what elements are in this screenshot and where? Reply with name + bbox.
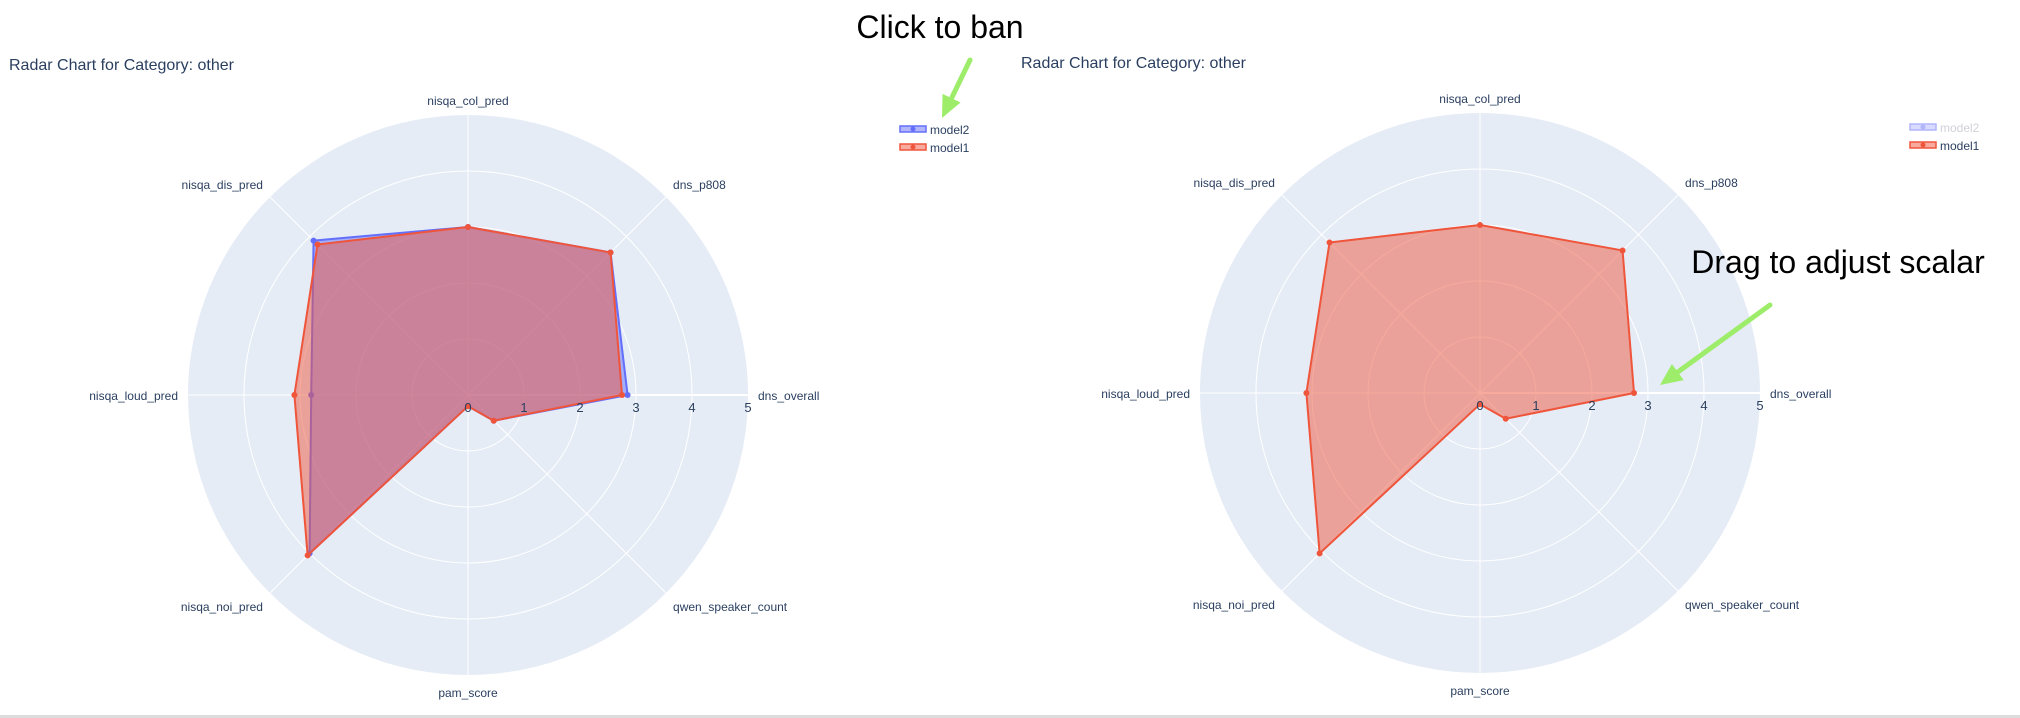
series-model1-point-qwen_speaker_count[interactable] (1502, 415, 1509, 422)
series-model1-point-dns_overall[interactable] (619, 392, 625, 398)
series-model1-point-nisqa_dis_pred[interactable] (1326, 239, 1333, 246)
radial-tick-label: 5 (744, 400, 751, 415)
legend-marker[interactable] (910, 144, 916, 150)
category-label-pam_score: pam_score (438, 686, 498, 700)
radial-tick-label: 4 (688, 400, 695, 415)
series-model2-point-dns_overall[interactable] (624, 392, 631, 398)
legend-marker[interactable] (910, 126, 916, 132)
category-label-nisqa_noi_pred: nisqa_noi_pred (181, 600, 263, 614)
legend-item-model2[interactable]: model2 (1909, 121, 1980, 135)
radial-tick-label: 1 (1532, 398, 1539, 413)
series-model1-point-qwen_speaker_count[interactable] (490, 417, 497, 424)
category-label-pam_score: pam_score (1450, 684, 1510, 698)
category-label-qwen_speaker_count: qwen_speaker_count (673, 600, 788, 614)
series-model2-point-nisqa_dis_pred[interactable] (310, 237, 317, 244)
radial-tick-label: 2 (1588, 398, 1595, 413)
bottom-divider (0, 715, 2020, 718)
arrow-head (942, 93, 961, 118)
arrow-shaft (1675, 302, 1773, 375)
series-model1-point-dns_p808[interactable] (1619, 247, 1626, 254)
series-model1-point-nisqa_loud_pred[interactable] (1303, 390, 1310, 396)
annotation-drag-to-adjust: Drag to adjust scalar (1691, 244, 1985, 280)
category-label-dns_overall: dns_overall (1770, 387, 1831, 401)
arrow-head (1660, 363, 1684, 385)
category-label-dns_p808: dns_p808 (1685, 176, 1738, 190)
chart-title: Radar Chart for Category: other (9, 57, 235, 74)
annotation-click-to-ban: Click to ban (856, 9, 1023, 45)
category-label-nisqa_col_pred: nisqa_col_pred (427, 94, 508, 108)
radial-tick-label: 0 (464, 400, 471, 415)
angular-gridline (467, 394, 667, 594)
series-model1-point-nisqa_noi_pred[interactable] (1316, 550, 1323, 557)
category-label-dns_p808: dns_p808 (673, 178, 726, 192)
category-label-dns_overall: dns_overall (758, 389, 819, 403)
legend-marker[interactable] (1920, 124, 1926, 130)
legend-marker[interactable] (1920, 142, 1926, 148)
radial-tick-label: 4 (1700, 398, 1707, 413)
series-model1-point-pam_score[interactable] (1477, 401, 1483, 408)
series-model1-point-nisqa_dis_pred[interactable] (314, 241, 321, 248)
radial-tick-label: 0 (1476, 398, 1483, 413)
series-model1-point-nisqa_col_pred[interactable] (465, 224, 471, 230)
radial-tick-label: 1 (520, 400, 527, 415)
category-label-qwen_speaker_count: qwen_speaker_count (1685, 598, 1800, 612)
arrow-shaft (949, 57, 973, 101)
legend-item-model1[interactable]: model1 (899, 141, 970, 155)
category-label-nisqa_loud_pred: nisqa_loud_pred (89, 389, 178, 403)
radial-tick-label: 5 (1756, 398, 1763, 413)
category-label-nisqa_loud_pred: nisqa_loud_pred (1101, 387, 1190, 401)
series-model1-point-nisqa_loud_pred[interactable] (291, 392, 298, 398)
angular-gridline (1479, 392, 1679, 592)
legend-label[interactable]: model1 (930, 141, 970, 155)
legend-item-model1[interactable]: model1 (1909, 139, 1980, 153)
legend-label[interactable]: model1 (1940, 139, 1980, 153)
series-model1-point-dns_overall[interactable] (1631, 390, 1637, 396)
category-label-nisqa_dis_pred: nisqa_dis_pred (1194, 176, 1275, 190)
category-label-nisqa_dis_pred: nisqa_dis_pred (182, 178, 263, 192)
chart-title: Radar Chart for Category: other (1021, 55, 1247, 72)
category-label-nisqa_noi_pred: nisqa_noi_pred (1193, 598, 1275, 612)
radial-tick-label: 3 (632, 400, 639, 415)
annotation-arrow-ban (942, 57, 973, 118)
radial-tick-label: 2 (576, 400, 583, 415)
series-model1-point-nisqa_noi_pred[interactable] (304, 552, 311, 559)
annotation-arrow-drag (1660, 302, 1773, 385)
legend-label[interactable]: model2 (1940, 121, 1980, 135)
legend-label[interactable]: model2 (930, 123, 970, 137)
radial-tick-label: 3 (1644, 398, 1651, 413)
series-model1-point-pam_score[interactable] (465, 403, 471, 410)
radar-chart-1: Radar Chart for Category: other 0 1 2 3 4 5 dns… (9, 57, 970, 700)
series-model1-point-nisqa_col_pred[interactable] (1477, 222, 1483, 228)
legend-item-model2[interactable]: model2 (899, 123, 970, 137)
radar-chart-2: Radar Chart for Category: other 0 1 2 3 4 5 dns… (1021, 55, 1980, 698)
series-model1-point-dns_p808[interactable] (607, 249, 614, 256)
category-label-nisqa_col_pred: nisqa_col_pred (1439, 92, 1520, 106)
